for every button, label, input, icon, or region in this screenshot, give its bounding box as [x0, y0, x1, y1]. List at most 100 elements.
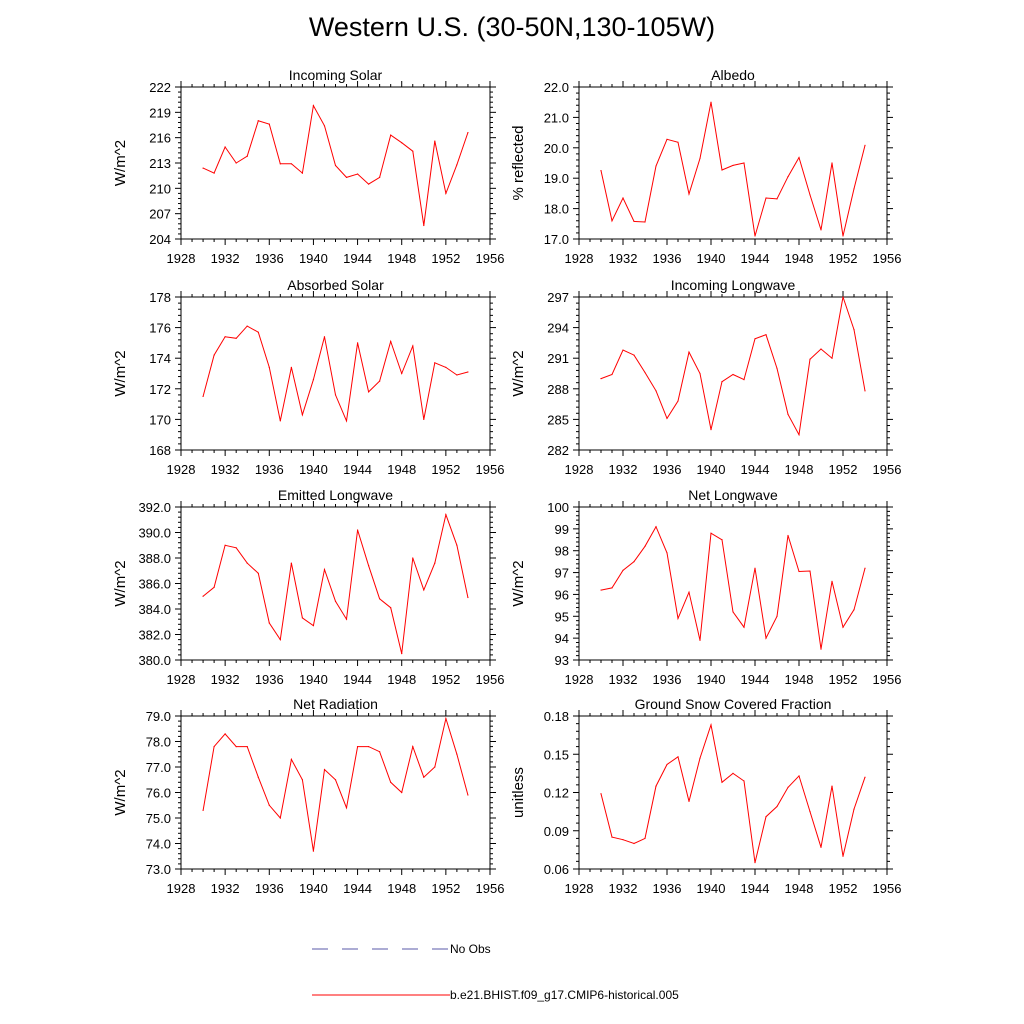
x-tick-label: 1936 — [255, 251, 284, 266]
data-point — [390, 781, 392, 783]
y-tick-label: 390.0 — [138, 526, 171, 541]
x-tick-label: 1932 — [211, 462, 240, 477]
y-tick-label: 222 — [149, 80, 171, 95]
x-tick-label: 1952 — [431, 881, 460, 896]
data-point — [853, 329, 855, 331]
data-point — [356, 746, 359, 748]
plot-frame — [578, 506, 888, 661]
series-line — [202, 325, 469, 423]
legend-obs-line — [312, 948, 450, 950]
data-point — [699, 157, 701, 160]
data-point — [224, 733, 226, 735]
x-tick-label: 1940 — [299, 251, 328, 266]
y-axis-label: W/m^2 — [112, 350, 129, 396]
y-tick-label: 76.0 — [146, 786, 171, 801]
series-line — [600, 102, 866, 237]
y-tick-label: 98 — [555, 544, 569, 559]
x-tick-label: 1928 — [565, 462, 594, 477]
data-point — [787, 176, 789, 178]
data-point — [864, 390, 866, 392]
x-tick-label: 1948 — [387, 672, 416, 687]
data-point — [721, 539, 723, 541]
y-axis-label: W/m^2 — [112, 560, 129, 606]
panel-1: 1928 1932 1936 1940 1944 1948 1952 1956 17.0 18.0… — [510, 67, 901, 266]
data-point — [423, 776, 425, 778]
data-point — [202, 395, 204, 398]
y-tick-label: 207 — [149, 207, 171, 222]
x-tick-label: 1944 — [343, 251, 372, 266]
panel-0: 1928 1932 1936 1940 1944 1948 1952 1956 204 207 21… — [112, 67, 504, 266]
data-point — [622, 349, 624, 351]
data-point — [301, 617, 303, 619]
data-point — [456, 374, 458, 376]
data-point — [699, 757, 701, 759]
plot-frame — [578, 296, 888, 451]
data-point — [721, 381, 723, 383]
x-tick-label: 1928 — [565, 881, 594, 896]
y-tick-label: 0.09 — [544, 824, 569, 839]
x-tick-label: 1948 — [785, 672, 814, 687]
panel-title: Absorbed Solar — [287, 277, 384, 293]
panel-title: Emitted Longwave — [278, 487, 393, 503]
data-point — [290, 562, 292, 564]
data-point — [743, 780, 745, 782]
data-point — [312, 850, 315, 852]
data-point — [787, 413, 789, 415]
y-tick-label: 100 — [547, 500, 569, 515]
data-point — [368, 391, 370, 393]
data-point — [401, 372, 403, 375]
plot-frame — [180, 86, 491, 240]
series-line — [600, 525, 866, 650]
data-point — [235, 746, 237, 748]
data-point — [831, 580, 833, 582]
data-point — [356, 529, 359, 531]
data-point — [776, 198, 778, 200]
x-tick-label: 1952 — [431, 462, 460, 477]
y-tick-label: 0.18 — [544, 709, 569, 724]
data-point — [677, 756, 679, 758]
x-tick-label: 1936 — [653, 881, 682, 896]
y-tick-label: 95 — [555, 609, 569, 624]
legend-obs-label: No Obs — [450, 942, 491, 956]
data-point — [345, 420, 348, 422]
x-tick-label: 1956 — [873, 881, 902, 896]
y-tick-label: 282 — [547, 443, 569, 458]
data-point — [323, 768, 326, 771]
data-point — [754, 338, 756, 340]
panel-4: 1928 1932 1936 1940 1944 1948 1952 1956 380.0 382… — [112, 487, 504, 687]
data-point — [334, 394, 337, 396]
data-point — [356, 342, 359, 344]
data-point — [390, 607, 392, 609]
series-line — [600, 296, 866, 437]
x-tick-label: 1952 — [431, 251, 460, 266]
data-point — [257, 776, 259, 778]
x-tick-label: 1928 — [167, 462, 196, 477]
data-point — [798, 434, 800, 436]
data-point — [820, 846, 822, 848]
data-point — [368, 183, 370, 185]
data-point — [809, 570, 811, 572]
data-point — [456, 164, 458, 166]
plot-frame — [180, 506, 491, 661]
y-tick-label: 382.0 — [138, 628, 171, 643]
data-point — [401, 653, 403, 655]
x-tick-label: 1944 — [741, 881, 770, 896]
y-tick-label: 0.06 — [544, 862, 569, 877]
data-point — [633, 354, 635, 356]
panel-5: 1928 1932 1936 1940 1944 1948 1952 1956 93 94 95 96… — [510, 487, 901, 687]
data-point — [611, 836, 613, 838]
y-axis-label: unitless — [510, 767, 527, 818]
data-point — [776, 615, 778, 617]
panel-2: 1928 1932 1936 1940 1944 1948 1952 1956 168 170 17… — [112, 277, 504, 477]
x-tick-label: 1956 — [476, 881, 505, 896]
data-point — [710, 724, 712, 726]
y-tick-label: 384.0 — [138, 602, 171, 617]
data-point — [644, 221, 646, 223]
data-point — [379, 176, 381, 178]
y-tick-label: 22.0 — [544, 80, 569, 95]
x-tick-label: 1952 — [829, 881, 858, 896]
y-tick-label: 172 — [149, 382, 171, 397]
y-tick-label: 297 — [547, 290, 569, 305]
data-point — [600, 170, 602, 172]
data-point — [732, 373, 734, 376]
